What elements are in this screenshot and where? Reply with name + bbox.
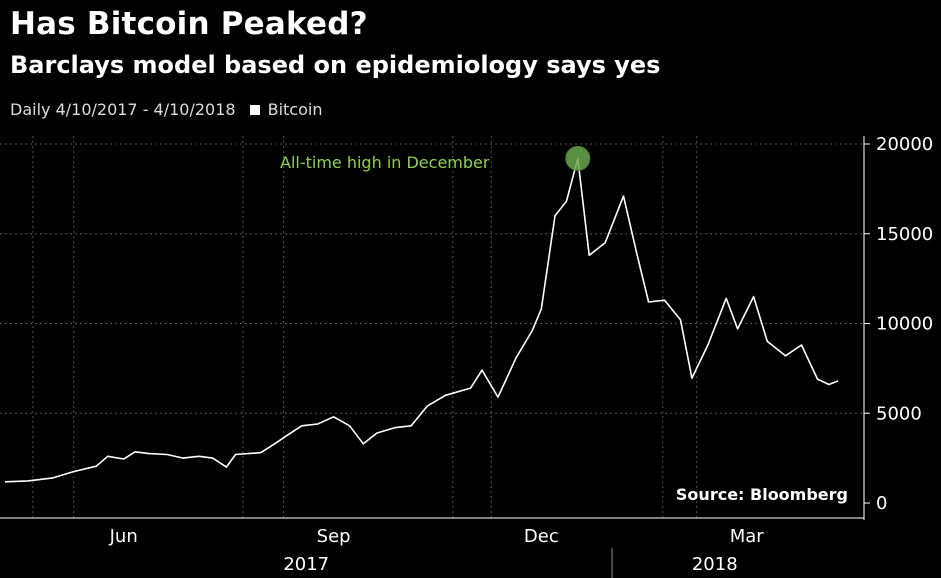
x-month-label: Mar <box>730 526 765 547</box>
chart-title: Has Bitcoin Peaked? <box>10 6 368 42</box>
peak-marker <box>565 145 591 171</box>
chart-subtitle: Barclays model based on epidemiology say… <box>10 51 661 79</box>
x-month-label: Jun <box>109 526 138 547</box>
y-tick-label: 20000 <box>876 134 933 155</box>
x-month-label: Sep <box>317 526 351 547</box>
axes: 0 5000 10000 15000 20000 Jun Sep Dec Mar 2017 2018 <box>0 134 933 578</box>
price-series <box>4 157 839 483</box>
x-month-label: Dec <box>524 526 559 547</box>
x-year-label: 2018 <box>692 554 738 575</box>
y-tick-label: 5000 <box>876 403 922 424</box>
date-range-label: Daily 4/10/2017 - 4/10/2018 <box>10 100 236 119</box>
x-year-label: 2017 <box>283 554 329 575</box>
peak-annotation: All-time high in December <box>280 153 490 172</box>
y-tick-label: 15000 <box>876 224 933 245</box>
y-tick-label: 0 <box>876 493 887 514</box>
grid <box>0 136 864 518</box>
legend-swatch <box>249 104 260 115</box>
legend-label: Bitcoin <box>267 100 323 119</box>
annotations: All-time high in December Source: Bloombe… <box>280 145 848 504</box>
bitcoin-line <box>4 157 839 483</box>
y-tick-label: 10000 <box>876 314 933 335</box>
chart-meta: Daily 4/10/2017 - 4/10/2018 Bitcoin <box>10 100 322 119</box>
source-label: Source: Bloomberg <box>676 485 848 504</box>
